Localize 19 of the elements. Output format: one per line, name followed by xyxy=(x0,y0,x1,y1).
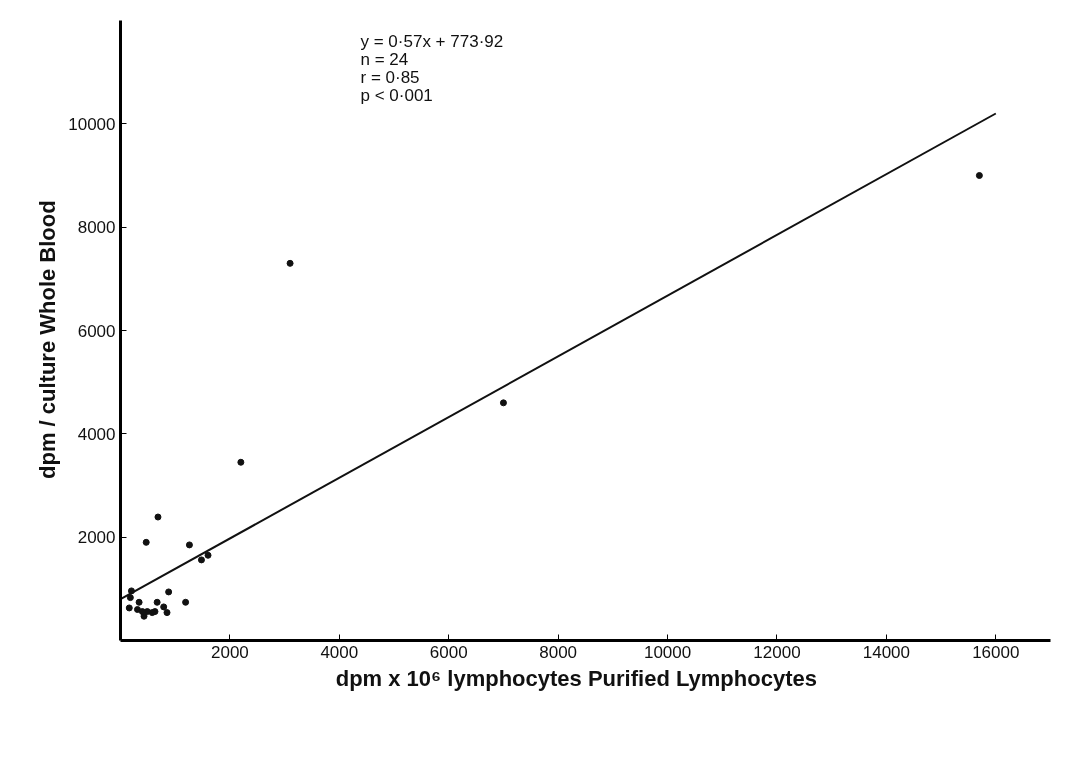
annotation: p < 0·001 xyxy=(360,85,433,105)
x-tick-label: 10000 xyxy=(643,642,692,662)
y-tick-label: 2000 xyxy=(77,528,116,548)
x-tick-label: 4000 xyxy=(320,642,359,662)
annotation: n = 24 xyxy=(360,49,409,69)
x-tick-label: 16000 xyxy=(972,642,1020,662)
x-axis-title: dpm x 10⁶ lymphocytes Purified Lymphocytes xyxy=(335,665,817,691)
y-tick-label: 6000 xyxy=(77,321,116,341)
y-tick-label: 10000 xyxy=(68,114,116,134)
x-tick-label: 14000 xyxy=(862,642,911,662)
annotation: y = 0·57x + 773·92 xyxy=(360,31,504,51)
x-tick-label: 2000 xyxy=(211,642,249,662)
x-tick-label: 6000 xyxy=(429,642,468,662)
annotation: r = 0·85 xyxy=(360,67,420,87)
x-tick-label: 12000 xyxy=(753,642,801,662)
x-tick-label: 8000 xyxy=(539,642,578,662)
y-tick-label: 4000 xyxy=(77,424,116,444)
y-axis-title: dpm / culture Whole Blood xyxy=(35,200,61,479)
y-tick-label: 8000 xyxy=(77,218,116,238)
